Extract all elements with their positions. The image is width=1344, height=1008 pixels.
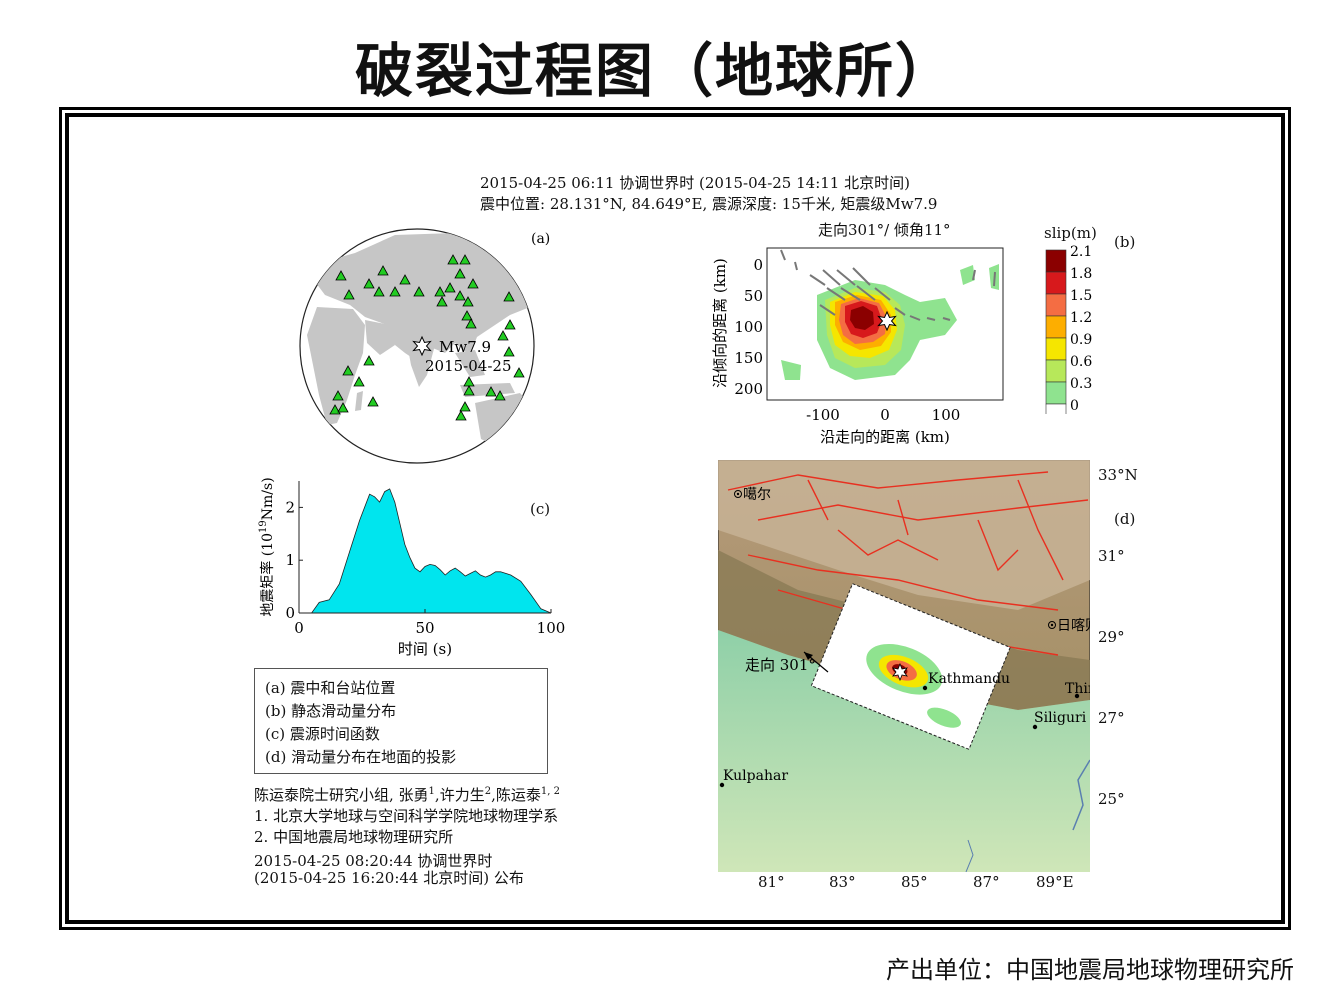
colorbar-title: slip(m) (1044, 224, 1097, 242)
colorbar-tick: 1.2 (1070, 310, 1092, 326)
city-marker-kulpahar-icon (719, 782, 725, 788)
strike-label: 走向 301° (745, 656, 816, 674)
legend-item-d: (d) 滑动量分布在地面的投影 (265, 748, 457, 766)
lon-83: 83° (829, 873, 856, 891)
b-ytick-3: 100 (734, 318, 763, 336)
b-ytick-4: 150 (734, 349, 763, 367)
outer-frame (59, 107, 1291, 930)
b-ytick-1: 0 (753, 256, 763, 274)
city-marker-thimphu-icon (1074, 693, 1080, 699)
fault-lines (727, 471, 1089, 656)
b-ylabel: 沿倾向的距离 (km) (711, 258, 729, 388)
lon-85: 85° (901, 873, 928, 891)
credits-pub1: 2015-04-25 08:20:44 协调世界时 (254, 852, 493, 870)
colorbar-tick: 1.5 (1070, 288, 1092, 304)
colorbar-tick: 1.8 (1070, 266, 1092, 282)
lat-33: 33°N (1098, 466, 1138, 484)
panel-d-map: 走向 301° 噶尔 日喀则 Kathmandu Thimphu Siligur… (718, 460, 1090, 872)
b-xtick-2: 0 (880, 406, 890, 424)
city-marker-gar-icon (734, 490, 742, 498)
river-line (1072, 759, 1090, 831)
legend-box: (a) 震中和台站位置 (b) 静态滑动量分布 (c) 震源时间函数 (d) 滑… (254, 668, 548, 774)
panel-a-globe: (a) Mw7.9 2015-04-25 (299, 228, 550, 464)
city-marker-siliguri-icon (1032, 724, 1038, 730)
colorbar-tick: 0.6 (1070, 354, 1092, 370)
colorbar-cell (1045, 381, 1067, 405)
slide-title: 破裂过程图（地球所） (354, 37, 955, 105)
lat-27: 27° (1098, 709, 1125, 727)
c-ylabel: 地震矩率 (1019Nm/s) (258, 477, 276, 616)
lon-81: 81° (758, 873, 785, 891)
credits-team: 陈运泰院士研究小组, 张勇1,许力生2,陈运泰1, 2 (254, 786, 560, 804)
colorbar-tick: 0.3 (1070, 376, 1092, 392)
footer-producer: 产出单位：中国地震局地球物理研究所 (886, 956, 1294, 984)
c-ytick-2: 2 (285, 498, 295, 516)
city-gar: 噶尔 (743, 487, 771, 503)
strike-arrowhead-icon (804, 652, 813, 660)
b-ytick-5: 200 (734, 380, 763, 398)
legend-item-a: (a) 震中和台站位置 (265, 679, 396, 697)
panel-c-label: (c) (530, 500, 551, 518)
c-ytick-1: 1 (285, 551, 295, 569)
colorbar-tick: 0.9 (1070, 332, 1092, 348)
epicenter-star-icon (412, 335, 432, 357)
credits-aff2: 2. 中国地震局地球物理研究所 (254, 828, 454, 846)
credits-pub2: (2015-04-25 16:20:44 北京时间) 公布 (254, 869, 524, 887)
city-kathmandu: Kathmandu (928, 671, 1010, 687)
city-kulpahar: Kulpahar (723, 768, 788, 784)
colorbar-cell (1045, 315, 1067, 339)
lat-31: 31° (1098, 547, 1125, 565)
panel-b-title: 走向301°/ 倾角11° (818, 221, 951, 239)
header-origin-time: 2015-04-25 06:11 协调世界时 (2015-04-25 14:11… (480, 174, 910, 192)
city-marker-kathmandu-icon (922, 685, 928, 691)
lat-25: 25° (1098, 790, 1125, 808)
colorbar-cell (1045, 293, 1067, 317)
panel-b-slip-map: -100 0 100 0 50 100 150 200 沿走向的距离 (km) … (711, 247, 1004, 446)
c-xlabel: 时间 (s) (398, 640, 452, 658)
event-date: 2015-04-25 (425, 357, 511, 375)
colorbar-cell (1045, 359, 1067, 383)
b-ytick-2: 50 (744, 287, 763, 305)
b-xlabel: 沿走向的距离 (km) (820, 428, 950, 446)
c-xtick-0: 0 (294, 619, 304, 637)
colorbar-tick: 0 (1070, 398, 1079, 414)
city-shigatse: 日喀则 (1057, 618, 1090, 634)
lat-29: 29° (1098, 628, 1125, 646)
header-epicenter: 震中位置: 28.131°N, 84.649°E, 震源深度: 15千米, 矩震… (480, 195, 938, 213)
panel-b-label: (b) (1114, 233, 1136, 251)
hypocenter-star-icon (877, 310, 897, 332)
city-marker-shigatse-icon (1048, 621, 1056, 629)
city-siliguri: Siliguri (1034, 710, 1087, 726)
c-ytick-0: 0 (285, 604, 295, 622)
slip-vectors (780, 249, 996, 321)
colorbar-cell (1045, 403, 1067, 414)
legend-item-c: (c) 震源时间函数 (265, 725, 380, 743)
c-xtick-100: 100 (537, 619, 566, 637)
panel-c-stf-chart: 0 50 100 0 1 2 时间 (s) 地震矩率 (1019Nm/s) (258, 477, 566, 658)
station-triangles (329, 254, 525, 421)
credits-aff1: 1. 北京大学地球与空间科学学院地球物理学系 (254, 807, 559, 825)
d-epicenter-star-icon (892, 662, 908, 682)
panel-d-label: (d) (1114, 510, 1136, 528)
b-xtick-1: -100 (806, 406, 840, 424)
lon-89: 89°E (1036, 873, 1074, 891)
colorbar-tick: 2.1 (1070, 244, 1092, 260)
city-thimphu: Thimphu (1065, 681, 1090, 697)
colorbar: 2.1 1.8 1.5 1.2 0.9 0.6 0.3 0 (1045, 244, 1092, 414)
lon-87: 87° (973, 873, 1000, 891)
colorbar-cell (1045, 249, 1067, 273)
colorbar-cell (1045, 337, 1067, 361)
legend-item-b: (b) 静态滑动量分布 (265, 702, 397, 720)
panel-a-label: (a) (531, 231, 550, 247)
inner-frame (65, 113, 1285, 924)
stf-area (299, 488, 552, 614)
b-xtick-3: 100 (932, 406, 961, 424)
event-magnitude: Mw7.9 (439, 338, 491, 356)
c-xtick-50: 50 (415, 619, 434, 637)
colorbar-cell (1045, 271, 1067, 295)
